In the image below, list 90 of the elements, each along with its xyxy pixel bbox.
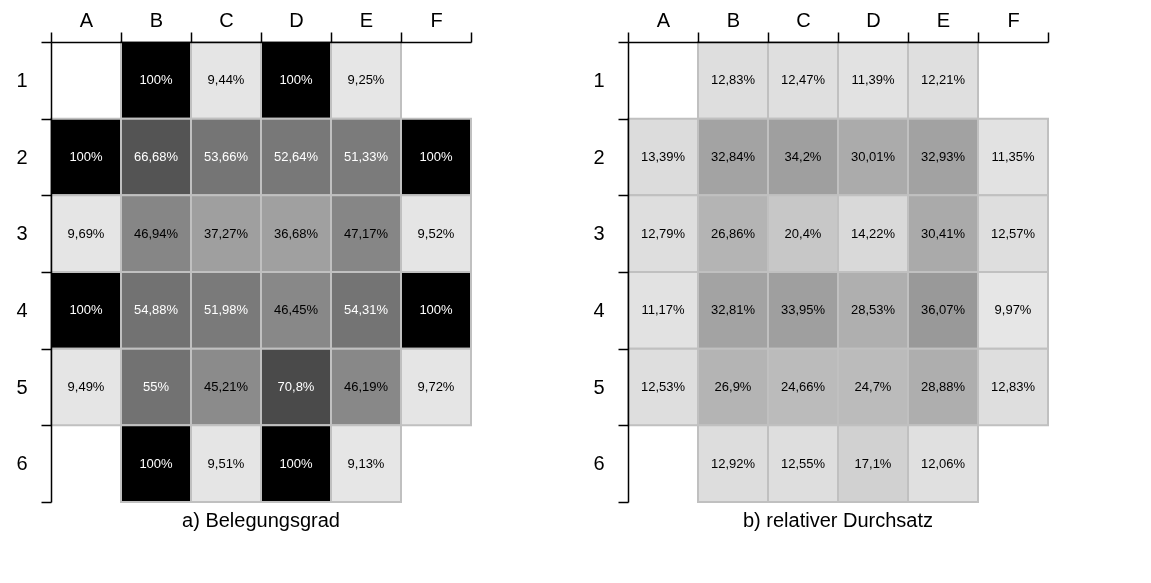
y-tick-label: 2 xyxy=(593,145,605,168)
data-label: 100% xyxy=(279,455,314,471)
data-label: 11,35% xyxy=(991,149,1035,164)
data-label: 46,94% xyxy=(133,225,179,241)
data-label: 51,33% xyxy=(343,149,389,164)
data-label: 12,06% xyxy=(920,455,966,471)
data-label: 13,39% xyxy=(640,149,686,164)
y-tick-label: 3 xyxy=(593,222,605,245)
data-label: 9,49% xyxy=(67,379,105,394)
data-label: 28,88% xyxy=(920,379,966,394)
data-label: 9,44% xyxy=(207,72,245,88)
data-label: 9,52% xyxy=(417,225,455,241)
y-tick-label: 4 xyxy=(593,298,605,321)
data-label: 12,57% xyxy=(990,225,1036,241)
data-label: 12,21% xyxy=(920,72,966,88)
data-label: 37,27% xyxy=(203,225,249,241)
x-tick-label: E xyxy=(359,8,374,31)
data-label: 36,68% xyxy=(273,225,319,241)
y-tick-label: 1 xyxy=(16,68,28,91)
y-tick-label: 5 xyxy=(16,375,28,398)
data-label: 20,4% xyxy=(784,225,822,241)
y-tick-label: 1 xyxy=(593,68,605,91)
data-label: 9,72% xyxy=(417,379,455,394)
x-tick-label: E xyxy=(936,8,951,31)
x-tick-label: A xyxy=(79,8,94,31)
x-tick-label: F xyxy=(430,8,443,31)
data-label: 53,66% xyxy=(203,149,249,164)
data-label: 54,88% xyxy=(133,302,179,318)
x-tick-label: F xyxy=(1007,8,1020,31)
data-label: 55% xyxy=(142,379,170,394)
data-label: 52,64% xyxy=(273,149,319,164)
data-label: 26,9% xyxy=(714,379,752,394)
y-tick-label: 6 xyxy=(593,452,605,475)
data-label: 51,98% xyxy=(203,302,249,318)
text: a) Belegungsgrad xyxy=(182,509,340,531)
data-label: 100% xyxy=(419,302,454,318)
data-label: 12,53% xyxy=(640,379,686,394)
x-tick-label: B xyxy=(726,8,741,31)
data-label: 9,51% xyxy=(207,455,245,471)
data-label: 11,39% xyxy=(851,72,895,88)
y-tick-label: 5 xyxy=(593,375,605,398)
data-label: 24,66% xyxy=(780,379,826,394)
data-label: 32,84% xyxy=(710,149,756,164)
data-label: 32,93% xyxy=(920,149,966,164)
x-tick-label: C xyxy=(219,8,234,31)
data-label: 70,8% xyxy=(277,379,315,394)
data-label: 24,7% xyxy=(854,379,892,394)
data-label: 46,45% xyxy=(273,302,319,318)
data-label: 100% xyxy=(69,149,104,164)
text: b) relativer Durchsatz xyxy=(742,509,934,531)
data-label: 100% xyxy=(279,72,314,88)
data-label: 14,22% xyxy=(850,225,896,241)
data-label: 12,47% xyxy=(780,72,826,88)
x-tick-label: A xyxy=(656,8,671,31)
data-label: 17,1% xyxy=(854,455,892,471)
y-tick-label: 2 xyxy=(16,145,28,168)
data-label: 12,92% xyxy=(710,455,756,471)
data-label: 100% xyxy=(419,149,454,164)
x-tick-label: B xyxy=(149,8,164,31)
data-label: 9,13% xyxy=(347,455,385,471)
data-label: 36,07% xyxy=(920,302,966,318)
x-tick-label: C xyxy=(796,8,811,31)
data-label: 34,2% xyxy=(784,149,822,164)
data-label: 54,31% xyxy=(343,302,389,318)
data-label: 100% xyxy=(139,72,174,88)
data-label: 100% xyxy=(139,455,174,471)
data-label: 28,53% xyxy=(850,302,896,318)
data-label: 66,68% xyxy=(133,149,179,164)
data-label: 30,01% xyxy=(850,149,896,164)
data-label: 9,97% xyxy=(994,302,1032,318)
data-label: 9,25% xyxy=(347,72,385,88)
x-tick-label: D xyxy=(866,8,881,31)
y-tick-label: 4 xyxy=(16,298,28,321)
data-label: 9,69% xyxy=(67,225,105,241)
data-label: 26,86% xyxy=(710,225,756,241)
y-tick-label: 6 xyxy=(16,452,28,475)
y-tick-label: 3 xyxy=(16,222,28,245)
data-label: 33,95% xyxy=(780,302,826,318)
data-label: 12,83% xyxy=(990,379,1036,394)
data-label: 100% xyxy=(69,302,104,318)
data-label: 30,41% xyxy=(920,225,966,241)
data-label: 45,21% xyxy=(203,379,249,394)
data-label: 12,55% xyxy=(780,455,826,471)
x-tick-label: D xyxy=(289,8,304,31)
data-label: 32,81% xyxy=(710,302,756,318)
data-label: 11,17% xyxy=(641,302,685,318)
data-label: 12,83% xyxy=(710,72,756,88)
data-label: 12,79% xyxy=(640,225,686,241)
data-label: 46,19% xyxy=(343,379,389,394)
data-label: 47,17% xyxy=(343,225,389,241)
